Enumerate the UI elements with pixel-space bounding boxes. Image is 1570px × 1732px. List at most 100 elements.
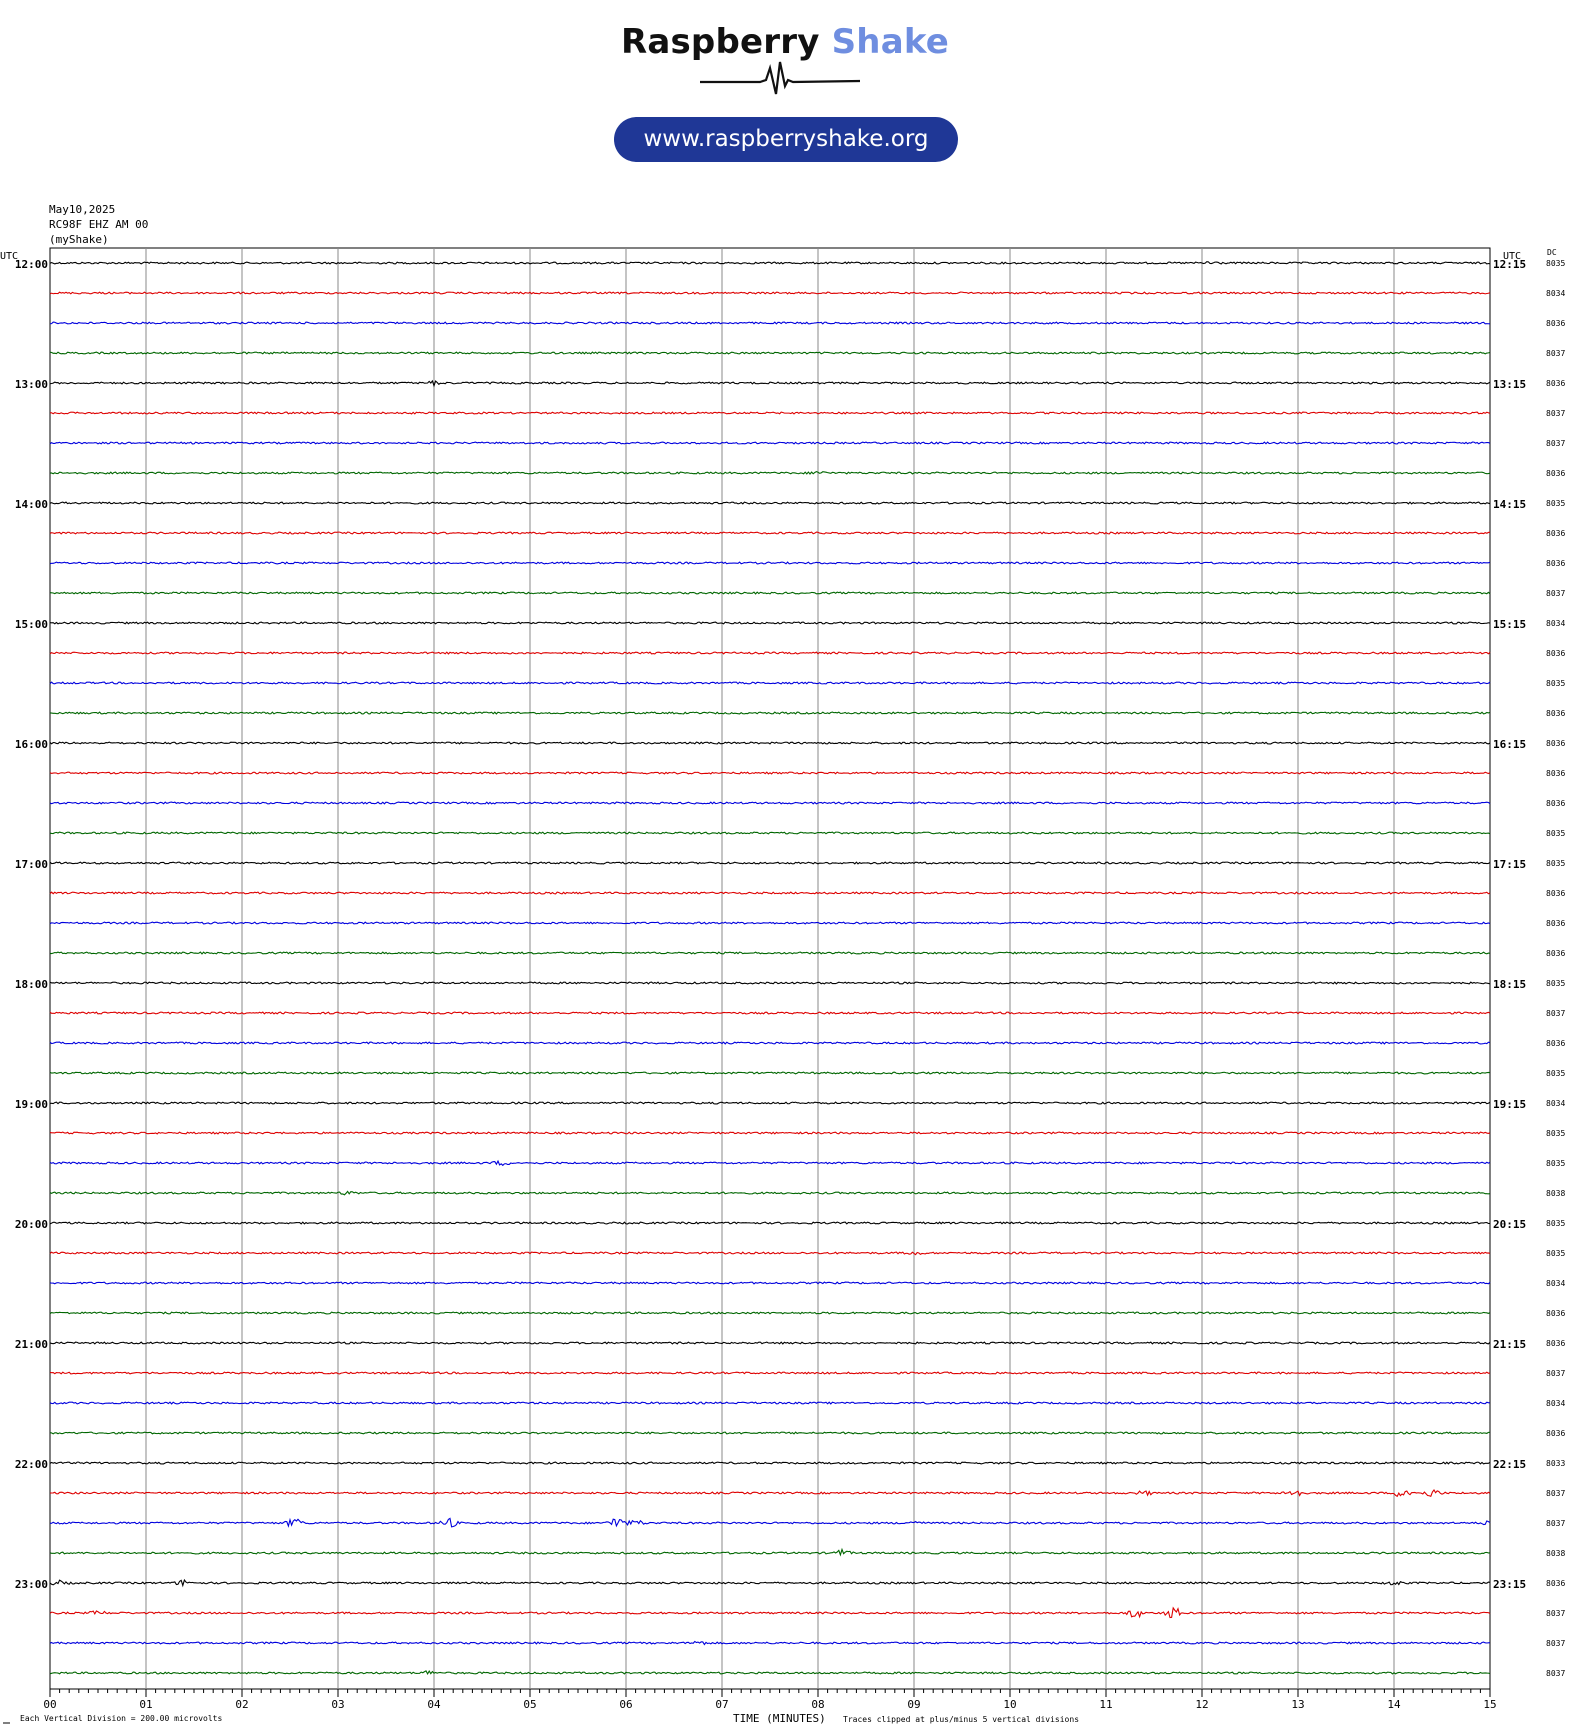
x-tick-label: 01	[139, 1698, 152, 1711]
right-time-label: 18:15	[1493, 978, 1526, 991]
dc-value: 8036	[1546, 889, 1565, 898]
dc-value: 8036	[1546, 1339, 1565, 1348]
left-time-label: 23:00	[15, 1578, 48, 1591]
trace-1815	[49, 1011, 1491, 1015]
x-tick-label: 05	[523, 1698, 536, 1711]
dc-value: 8034	[1546, 1099, 1565, 1108]
x-tick-label: 02	[235, 1698, 248, 1711]
dc-value: 8038	[1546, 1549, 1565, 1558]
right-time-label: 21:15	[1493, 1338, 1526, 1351]
dc-value: 8036	[1546, 469, 1565, 478]
trace-2015	[49, 1251, 1491, 1256]
trace-1615	[49, 771, 1491, 775]
trace-2315	[49, 1606, 1491, 1619]
trace-1345	[49, 470, 1491, 475]
trace-2230	[49, 1517, 1491, 1528]
right-time-label: 13:15	[1493, 378, 1526, 391]
dc-value: 8035	[1546, 499, 1565, 508]
left-time-label: 21:00	[15, 1338, 48, 1351]
x-tick-label: 03	[331, 1698, 344, 1711]
trace-1445	[49, 591, 1491, 595]
x-tick-label: 00	[43, 1698, 56, 1711]
trace-1800	[49, 981, 1491, 985]
logo-word-shake: Shake	[831, 22, 950, 62]
trace-1515	[49, 651, 1491, 655]
dc-value: 8035	[1546, 1069, 1565, 1078]
right-time-label: 15:15	[1493, 618, 1526, 631]
dc-value: 8037	[1546, 589, 1565, 598]
left-time-label: 19:00	[15, 1098, 48, 1111]
dc-value: 8037	[1546, 409, 1565, 418]
left-time-label: 13:00	[15, 378, 48, 391]
dc-value: 8037	[1546, 1639, 1565, 1648]
dc-value: 8036	[1546, 709, 1565, 718]
x-tick-label: 12	[1195, 1698, 1208, 1711]
dc-value: 8036	[1546, 559, 1565, 568]
dc-value: 8036	[1546, 799, 1565, 808]
dc-value: 8037	[1546, 1489, 1565, 1498]
plot-frame	[49, 247, 1491, 1690]
trace-1245	[49, 351, 1491, 355]
trace-2245	[49, 1547, 1491, 1557]
x-tick-label: 13	[1291, 1698, 1304, 1711]
scale-note: Each Vertical Division = 200.00 microvol…	[20, 1714, 222, 1723]
dc-value: 8036	[1546, 1429, 1565, 1438]
dc-value: 8036	[1546, 1309, 1565, 1318]
right-time-label: 14:15	[1493, 498, 1526, 511]
dc-value: 8035	[1546, 829, 1565, 838]
dc-value: 8035	[1546, 1129, 1565, 1138]
x-tick-label: 07	[715, 1698, 728, 1711]
dc-value: 8036	[1546, 529, 1565, 538]
trace-1830	[49, 1041, 1491, 1045]
logo-word-raspberry: Raspberry	[620, 22, 820, 62]
x-tick-label: 10	[1003, 1698, 1016, 1711]
dc-value: 8037	[1546, 1609, 1565, 1618]
dc-value: 8035	[1546, 1159, 1565, 1168]
trace-2100	[49, 1341, 1491, 1345]
left-time-label: 15:00	[15, 618, 48, 631]
left-axis-title: UTC	[0, 251, 18, 262]
dc-value: 8038	[1546, 1189, 1565, 1198]
dc-value: 8036	[1546, 739, 1565, 748]
left-time-label: 17:00	[15, 858, 48, 871]
recording-date: May10,2025	[49, 203, 116, 216]
seismograph-logo-icon	[700, 61, 860, 95]
trace-1715	[49, 891, 1491, 895]
logo-title: Raspberry Shake	[0, 22, 1570, 62]
dc-value: 8037	[1546, 439, 1565, 448]
left-time-label: 14:00	[15, 498, 48, 511]
dc-value: 8036	[1546, 919, 1565, 928]
left-time-label: 20:00	[15, 1218, 48, 1231]
dc-value: 8036	[1546, 319, 1565, 328]
dc-value: 8034	[1546, 289, 1565, 298]
dc-value: 8035	[1546, 679, 1565, 688]
trace-2215	[49, 1489, 1491, 1498]
dc-value: 8036	[1546, 1039, 1565, 1048]
left-time-label: 18:00	[15, 978, 48, 991]
website-url-badge[interactable]: www.raspberryshake.org	[614, 117, 958, 162]
x-tick-label: 14	[1387, 1698, 1401, 1711]
trace-1330	[49, 441, 1491, 445]
trace-1200	[49, 261, 1491, 265]
data-source: (myShake)	[49, 233, 109, 246]
trace-2330	[49, 1640, 1491, 1646]
station-channel: RC98F EHZ AM 00	[49, 218, 149, 231]
x-tick-label: 11	[1099, 1698, 1112, 1711]
right-time-label: 19:15	[1493, 1098, 1526, 1111]
x-tick-label: 09	[907, 1698, 920, 1711]
trace-1700	[49, 861, 1491, 865]
trace-1415	[49, 531, 1491, 535]
trace-1600	[49, 741, 1491, 745]
left-time-label: 12:00	[15, 258, 48, 271]
trace-1745	[49, 951, 1491, 955]
trace-2200	[49, 1461, 1491, 1465]
x-tick-label: 15	[1483, 1698, 1496, 1711]
dc-value: 8033	[1546, 1459, 1565, 1468]
dc-value: 8034	[1546, 1279, 1565, 1288]
left-time-label: 22:00	[15, 1458, 48, 1471]
clip-note: Traces clipped at plus/minus 5 vertical …	[843, 1715, 1079, 1724]
trace-1300	[49, 379, 1491, 388]
trace-1545	[49, 711, 1491, 715]
x-tick-label: 04	[427, 1698, 441, 1711]
x-tick-label: 08	[811, 1698, 824, 1711]
